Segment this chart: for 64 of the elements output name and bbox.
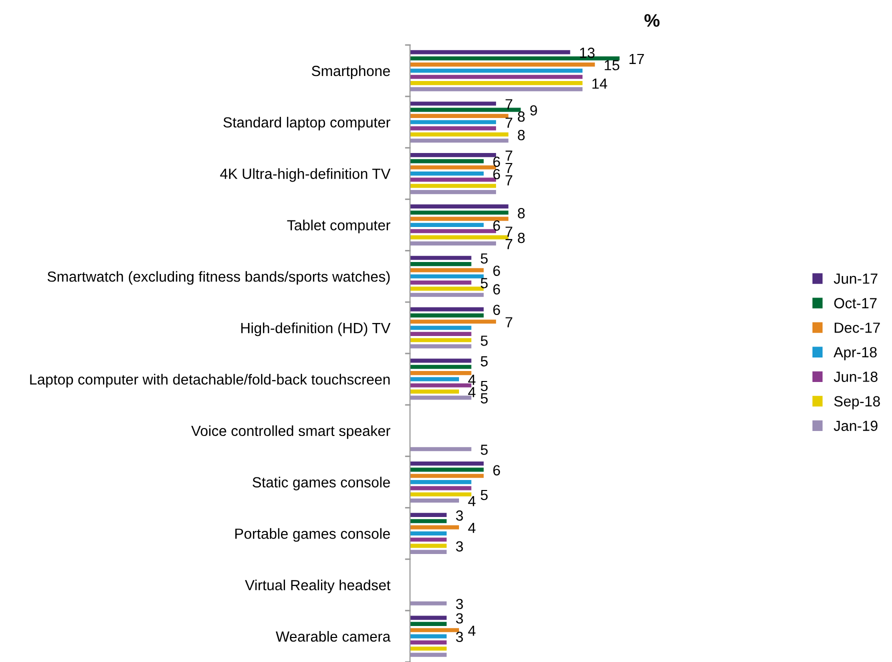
data-label: 5: [480, 336, 488, 346]
data-label: 6: [493, 156, 500, 167]
data-label: 4: [468, 522, 476, 533]
data-label: 8: [518, 232, 525, 244]
data-label: 4: [468, 496, 476, 506]
data-label: 7: [506, 239, 512, 250]
y-tick-label: Voice controlled smart speaker: [191, 425, 390, 439]
bar: [410, 600, 448, 606]
data-label: 7: [506, 317, 512, 328]
chart-title: %: [644, 14, 660, 27]
y-tick-label: Tablet computer: [287, 220, 390, 234]
data-label: 3: [456, 598, 463, 610]
data-label: 5: [480, 393, 488, 404]
data-label: 14: [592, 78, 608, 89]
legend-label: Jan-19: [834, 420, 878, 432]
data-label: 7: [506, 226, 512, 237]
y-tick-label: Wearable camera: [276, 631, 391, 642]
data-label: 7: [506, 99, 512, 110]
y-tick-label: Smartwatch (excluding fitness bands/sports watches): [48, 271, 390, 285]
data-label: 3: [456, 510, 463, 521]
data-label: 7: [506, 175, 512, 186]
data-label: 17: [630, 54, 644, 64]
y-tick-label: Virtual Reality headset: [244, 580, 390, 594]
data-label: 6: [493, 465, 500, 476]
data-label: 7: [506, 162, 512, 173]
data-label: 5: [480, 490, 488, 500]
data-label: 8: [518, 130, 525, 140]
y-tick-label: Standard laptop computer: [223, 116, 390, 130]
legend-label: Dec-17: [834, 322, 880, 333]
bar: [410, 446, 472, 452]
legend-label: Jun-17: [834, 274, 878, 284]
y-tick-label: Laptop computer with detachable/fold-back touchscreen: [30, 374, 390, 388]
data-label: 15: [604, 60, 620, 70]
data-label: 8: [518, 208, 525, 218]
data-label: 8: [518, 111, 525, 122]
legend-label: Jun-18: [834, 372, 878, 382]
data-label: 5: [480, 444, 488, 455]
data-label: 3: [456, 541, 463, 552]
legend-label: Sep-18: [834, 396, 880, 410]
data-label: 6: [493, 220, 500, 231]
data-label: 5: [480, 380, 488, 392]
y-tick-label: Portable games console: [235, 528, 390, 542]
legend-label: Apr-18: [834, 347, 877, 360]
data-label: 4: [468, 387, 476, 398]
y-tick-label: Static games console: [252, 476, 390, 490]
data-label: 3: [456, 613, 463, 624]
legend-label: Oct-17: [834, 298, 877, 308]
data-label: 7: [506, 118, 512, 128]
data-label: 6: [493, 266, 500, 276]
data-label: 13: [580, 48, 595, 58]
y-tick-label: 4K Ultra-high-definition TV: [220, 168, 390, 182]
data-label: 7: [506, 150, 512, 161]
data-label: 9: [530, 105, 537, 116]
data-label: 4: [468, 374, 476, 385]
data-label: 5: [480, 278, 488, 288]
data-label: 4: [468, 626, 476, 636]
data-label: 6: [493, 168, 500, 180]
data-label: 6: [493, 284, 500, 294]
data-label: 5: [480, 356, 488, 366]
y-tick-label: High-definition (HD) TV: [241, 322, 390, 336]
data-label: 3: [456, 632, 463, 642]
y-tick-label: Smartphone: [312, 65, 390, 80]
data-label: 6: [493, 304, 500, 316]
data-label: 5: [480, 253, 488, 264]
